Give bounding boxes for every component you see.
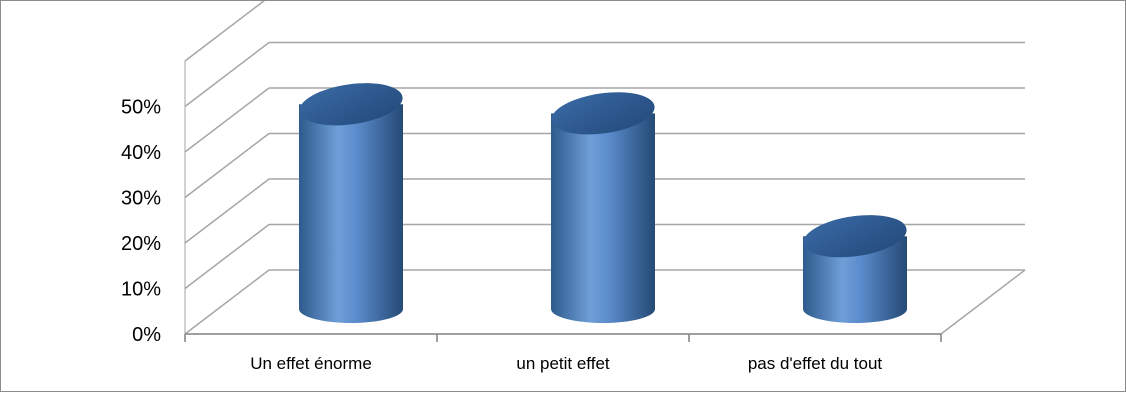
cylinder-body xyxy=(803,236,907,323)
y-tick-label: 40% xyxy=(121,142,161,164)
cylinder-top xyxy=(551,92,655,135)
gridline-side xyxy=(184,223,270,290)
gridline-side xyxy=(184,178,270,244)
cylinder-body xyxy=(551,113,655,323)
floor-edge xyxy=(940,269,1026,335)
cylinder-bar xyxy=(551,92,655,323)
y-tick-label: 30% xyxy=(121,188,161,210)
cylinder-bar xyxy=(803,215,907,323)
cylinder-top xyxy=(803,215,907,258)
gridline-side xyxy=(184,41,270,108)
cylinder-bar xyxy=(299,83,403,323)
gridline-side xyxy=(184,87,270,153)
x-category-label: Un effet énorme xyxy=(250,354,372,373)
y-tick-label: 10% xyxy=(121,279,161,301)
cylinder-body xyxy=(299,104,403,323)
gridline-side xyxy=(184,1,265,62)
gridline-side xyxy=(184,132,270,199)
cylinder-top xyxy=(299,83,403,126)
axis-labels: 0% 10% 20% 30% 40% 50% Un effet énorme un petit… xyxy=(121,97,882,374)
y-tick-label: 20% xyxy=(121,233,161,255)
y-tick-label: 0% xyxy=(132,324,161,346)
gridline-side xyxy=(184,269,270,335)
bars xyxy=(299,83,907,323)
x-category-label: un petit effet xyxy=(516,354,610,373)
x-category-label: pas d'effet du tout xyxy=(748,354,883,373)
y-tick-label: 50% xyxy=(121,97,161,119)
axes xyxy=(184,61,942,342)
